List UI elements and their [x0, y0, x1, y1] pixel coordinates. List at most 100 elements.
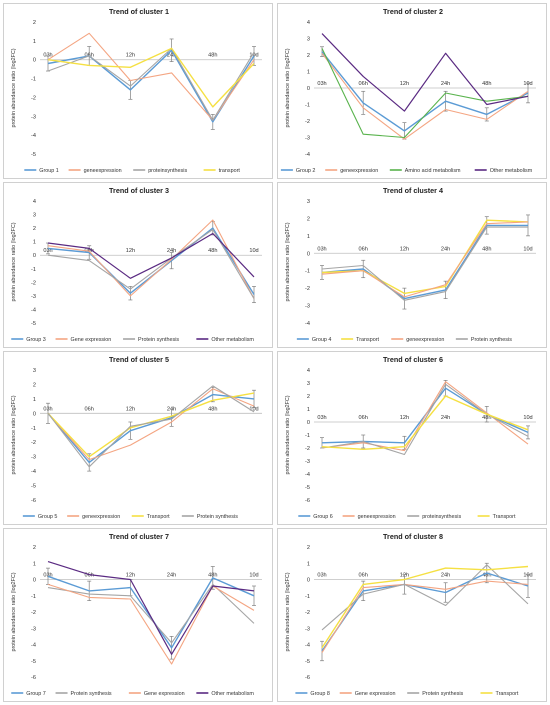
legend-item: Protein synthesis: [455, 337, 512, 343]
x-tick-label: 06h: [359, 415, 368, 421]
legend-item: proteinsynthesis: [133, 168, 187, 174]
svg-text:Amino acid metabolism: Amino acid metabolism: [405, 168, 461, 174]
legend-item: Protein synthesis: [55, 691, 112, 697]
y-tick-label: -4: [305, 643, 310, 649]
y-tick-label: -1: [31, 267, 36, 273]
y-tick-label: 1: [33, 397, 36, 403]
legend-item: geneexpression: [68, 168, 122, 174]
legend-item: geneexpression: [342, 514, 396, 520]
x-tick-label: 48h: [482, 246, 491, 252]
legend-item: Gene expression: [55, 337, 111, 343]
y-tick-label: -2: [31, 95, 36, 101]
x-tick-label: 12h: [126, 573, 135, 579]
y-tick-label: 2: [307, 394, 310, 400]
svg-text:Protein synthesis: Protein synthesis: [197, 514, 238, 520]
y-tick-label: -1: [305, 594, 310, 600]
y-tick-label: -5: [305, 659, 310, 665]
y-tick-label: 2: [307, 53, 310, 59]
y-tick-label: -6: [305, 498, 310, 504]
x-tick-label: 06h: [359, 573, 368, 579]
svg-text:transport: transport: [219, 168, 241, 174]
legend-item: geneexpression: [67, 514, 120, 520]
legend-item: Gene expression: [339, 691, 396, 697]
series-line: [321, 219, 529, 295]
chart-svg: Trend of cluster 5 protein abundance rati…: [11, 355, 262, 520]
svg-text:geneexpression: geneexpression: [84, 168, 122, 174]
svg-text:Gene expression: Gene expression: [144, 691, 185, 697]
series-line: [47, 388, 255, 461]
y-axis-label: protein abundance ratio (log2FC): [285, 572, 291, 651]
legend-item: Other metabolism: [196, 337, 254, 343]
x-tick-label: 10d: [249, 406, 258, 412]
y-tick-label: -4: [31, 643, 36, 649]
y-tick-label: -1: [31, 594, 36, 600]
chart-title: Trend of cluster 2: [383, 7, 443, 16]
y-tick-label: 0: [33, 253, 36, 259]
y-tick-label: 1: [307, 234, 310, 240]
svg-text:Gene expression: Gene expression: [355, 691, 396, 697]
y-tick-label: -3: [31, 294, 36, 300]
series-line: [47, 583, 255, 665]
legend-item: Group 5: [22, 514, 57, 520]
chart-panel-cluster-6: Trend of cluster 6 protein abundance rati…: [277, 351, 547, 525]
series-line: [321, 224, 528, 300]
y-tick-label: 2: [307, 216, 310, 222]
legend-item: Group 1: [24, 168, 59, 174]
x-tick-label: 12h: [126, 406, 135, 412]
series-line: [47, 232, 255, 279]
x-tick-label: 24h: [441, 573, 450, 579]
series-line: [47, 561, 255, 655]
svg-text:geneexpression: geneexpression: [340, 168, 378, 174]
legend-item: Group 6: [298, 514, 333, 520]
chart-title: Trend of cluster 5: [109, 355, 169, 364]
y-axis-label: protein abundance ratio (log2FC): [285, 48, 291, 127]
y-tick-label: -4: [31, 469, 36, 475]
svg-text:Protein synthesis: Protein synthesis: [471, 337, 512, 343]
x-tick-label: 06h: [359, 246, 368, 252]
y-tick-label: 0: [307, 578, 310, 584]
series-line: [321, 48, 529, 139]
series-line: [321, 572, 529, 652]
series-line: [321, 221, 529, 298]
series-line: [47, 32, 255, 121]
x-tick-label: 06h: [85, 573, 94, 579]
y-tick-label: 4: [33, 199, 36, 205]
error-bar: [526, 82, 530, 104]
svg-text:Group 4: Group 4: [312, 337, 331, 343]
series-line: [47, 583, 255, 644]
legend-item: Group 4: [296, 337, 331, 343]
y-tick-label: 2: [33, 382, 36, 388]
chart-title: Trend of cluster 4: [383, 186, 443, 195]
x-tick-label: 24h: [441, 415, 450, 421]
y-tick-label: -4: [305, 152, 310, 158]
y-tick-label: 0: [307, 251, 310, 257]
svg-text:proteinsynthesis: proteinsynthesis: [148, 168, 187, 174]
chart-svg: Trend of cluster 6 protein abundance rati…: [285, 355, 536, 520]
y-tick-label: 3: [33, 213, 36, 219]
x-tick-label: 12h: [400, 415, 409, 421]
x-tick-label: 48h: [482, 81, 491, 87]
x-tick-label: 48h: [208, 248, 217, 254]
chart-panel-cluster-2: Trend of cluster 2 protein abundance rati…: [277, 3, 547, 179]
legend-item: geneexpression: [325, 168, 378, 174]
legend-item: proteinsynthesis: [407, 514, 461, 520]
chart-title: Trend of cluster 6: [383, 355, 443, 364]
svg-text:Protein synthesis: Protein synthesis: [138, 337, 179, 343]
chart-title: Trend of cluster 1: [109, 7, 169, 16]
series-line: [47, 385, 255, 468]
y-tick-label: 1: [307, 407, 310, 413]
y-tick-label: -3: [31, 114, 36, 120]
y-axis-label: protein abundance ratio (log2FC): [11, 572, 17, 651]
x-tick-label: 10d: [249, 248, 258, 254]
y-tick-label: -3: [305, 459, 310, 465]
y-tick-label: -5: [305, 485, 310, 491]
y-tick-label: -5: [31, 659, 36, 665]
y-axis-label: protein abundance ratio (log2FC): [285, 222, 291, 301]
y-tick-label: 2: [33, 20, 36, 26]
y-axis-label: protein abundance ratio (log2FC): [11, 48, 17, 127]
chart-panel-cluster-8: Trend of cluster 8 protein abundance rati…: [277, 528, 547, 702]
y-tick-label: 3: [33, 368, 36, 374]
legend-item: Other metabolism: [196, 691, 254, 697]
y-tick-label: 1: [33, 39, 36, 45]
